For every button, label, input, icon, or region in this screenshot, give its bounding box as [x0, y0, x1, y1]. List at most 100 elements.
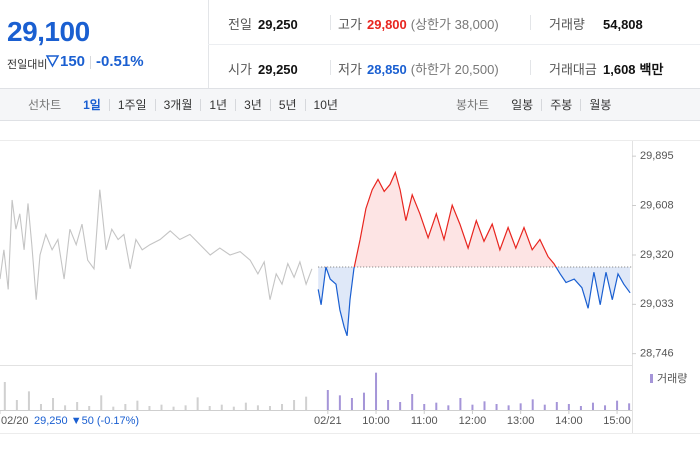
tab-bar-bg [0, 88, 700, 120]
stat-value: 29,800 [367, 17, 407, 32]
volume-bar [160, 404, 163, 410]
tab-group-label: 봉차트 [456, 98, 490, 112]
stat-label: 거래대금 [549, 62, 597, 77]
tab[interactable]: 일봉 [511, 97, 534, 112]
tab[interactable]: 3개월 [154, 98, 201, 111]
volume-bar [208, 406, 211, 410]
stat-value: 29,250 [258, 17, 298, 32]
volume-bar [616, 400, 619, 410]
price: 29,100 [7, 16, 90, 47]
stat-unit: 백만 [639, 62, 664, 77]
stat-label: 고가 [338, 17, 362, 32]
change: 150 [60, 53, 86, 70]
volume-bar [136, 400, 139, 410]
area-up [318, 172, 631, 268]
volume-bar [244, 402, 247, 410]
volume-bar [52, 398, 55, 410]
volume-bar [447, 405, 450, 410]
tab[interactable]: 1년 [200, 98, 235, 111]
volume-bar [471, 404, 474, 410]
volume-bar [196, 397, 199, 410]
tab[interactable]: 주봉 [541, 98, 580, 111]
stat-note: (하한가 20,500) [410, 62, 499, 77]
tab[interactable]: 1주일 [108, 98, 155, 111]
x-tick-label: 14:00 [555, 415, 583, 427]
volume-bar [543, 404, 546, 410]
legend-swatch [650, 374, 653, 383]
stat-item: 고가 29,800 (상한가 38,000) [338, 14, 499, 33]
stat-label: 전일 [228, 17, 252, 32]
volume-bar [435, 402, 438, 410]
volume-bar [399, 402, 402, 410]
volume-bar [39, 404, 42, 410]
y-tick-label: 29,320 [640, 249, 674, 261]
stat-item: 전일 29,250 [228, 14, 298, 33]
volume-bar [495, 404, 498, 410]
area-down [318, 267, 631, 336]
volume-bar [100, 395, 103, 410]
x-tick-label: 02/20 [1, 415, 29, 427]
volume-bar [459, 398, 462, 410]
change-label: 전일대비 [7, 59, 48, 71]
volume-bar [256, 405, 259, 410]
stat-item: 시가 29,250 [228, 59, 298, 78]
x-tick-label: 15:00 [603, 415, 631, 427]
x-tick-label: 02/21 [314, 415, 342, 427]
volume-bar [232, 406, 235, 410]
volume-bar [375, 372, 378, 410]
volume-bar [507, 405, 510, 410]
volume-bar [555, 402, 558, 410]
line-tabs: 선차트 1일 1주일 3개월 1년 3년 5년 10년 [28, 89, 346, 120]
volume-bar [184, 405, 187, 410]
legend-label: 거래량 [657, 372, 687, 385]
stat-label: 거래량 [549, 17, 585, 32]
y-tick-label: 29,033 [640, 298, 674, 310]
volume-bar [3, 382, 6, 410]
x-tick-label: 12:00 [459, 415, 487, 427]
volume-bar [604, 405, 607, 410]
volume-bar [220, 404, 223, 410]
volume-bar [172, 406, 175, 410]
y-tick-label: 28,746 [640, 348, 674, 360]
stat-label: 저가 [338, 62, 362, 77]
stat-item: 거래대금 1,608 백만 [549, 59, 663, 78]
volume-bar [628, 403, 631, 410]
stat-value: 54,808 [603, 17, 643, 32]
volume-bar [148, 406, 151, 410]
volume-bar [531, 399, 534, 410]
stat-value: 1,608 [603, 62, 636, 77]
annotation: 29,250 ▼50 (-0.17%) [34, 415, 139, 427]
volume-bar [579, 406, 582, 410]
tab[interactable]: 5년 [269, 98, 305, 111]
volume-bar [567, 404, 570, 410]
x-tick-label: 13:00 [507, 415, 535, 427]
volume-bar [350, 398, 353, 410]
volume-bar [112, 406, 115, 410]
stat-value: 29,250 [258, 62, 298, 77]
volume-bar [281, 404, 284, 410]
volume-bar [64, 405, 67, 410]
tab[interactable]: 1일 [83, 97, 101, 112]
volume-bar [15, 400, 18, 410]
tab[interactable]: 월봉 [580, 98, 619, 111]
tab[interactable]: 10년 [304, 98, 346, 111]
tab-group-label: 선차트 [28, 98, 62, 112]
line-down [317, 267, 631, 336]
volume-bar [326, 390, 329, 410]
volume-bar [411, 394, 414, 410]
volume-bar [293, 400, 296, 410]
y-tick-label: 29,895 [640, 150, 674, 162]
volume-bar [338, 395, 341, 410]
tab[interactable]: 3년 [235, 98, 270, 111]
volume-bar [423, 404, 426, 410]
volume-bar [519, 403, 522, 410]
x-tick-label: 11:00 [411, 415, 438, 427]
volume-bar [268, 406, 271, 410]
volume-bar [27, 391, 30, 410]
volume-bar [124, 404, 127, 410]
line-up [325, 170, 557, 268]
line [0, 189, 313, 300]
volume-bar [591, 402, 594, 410]
